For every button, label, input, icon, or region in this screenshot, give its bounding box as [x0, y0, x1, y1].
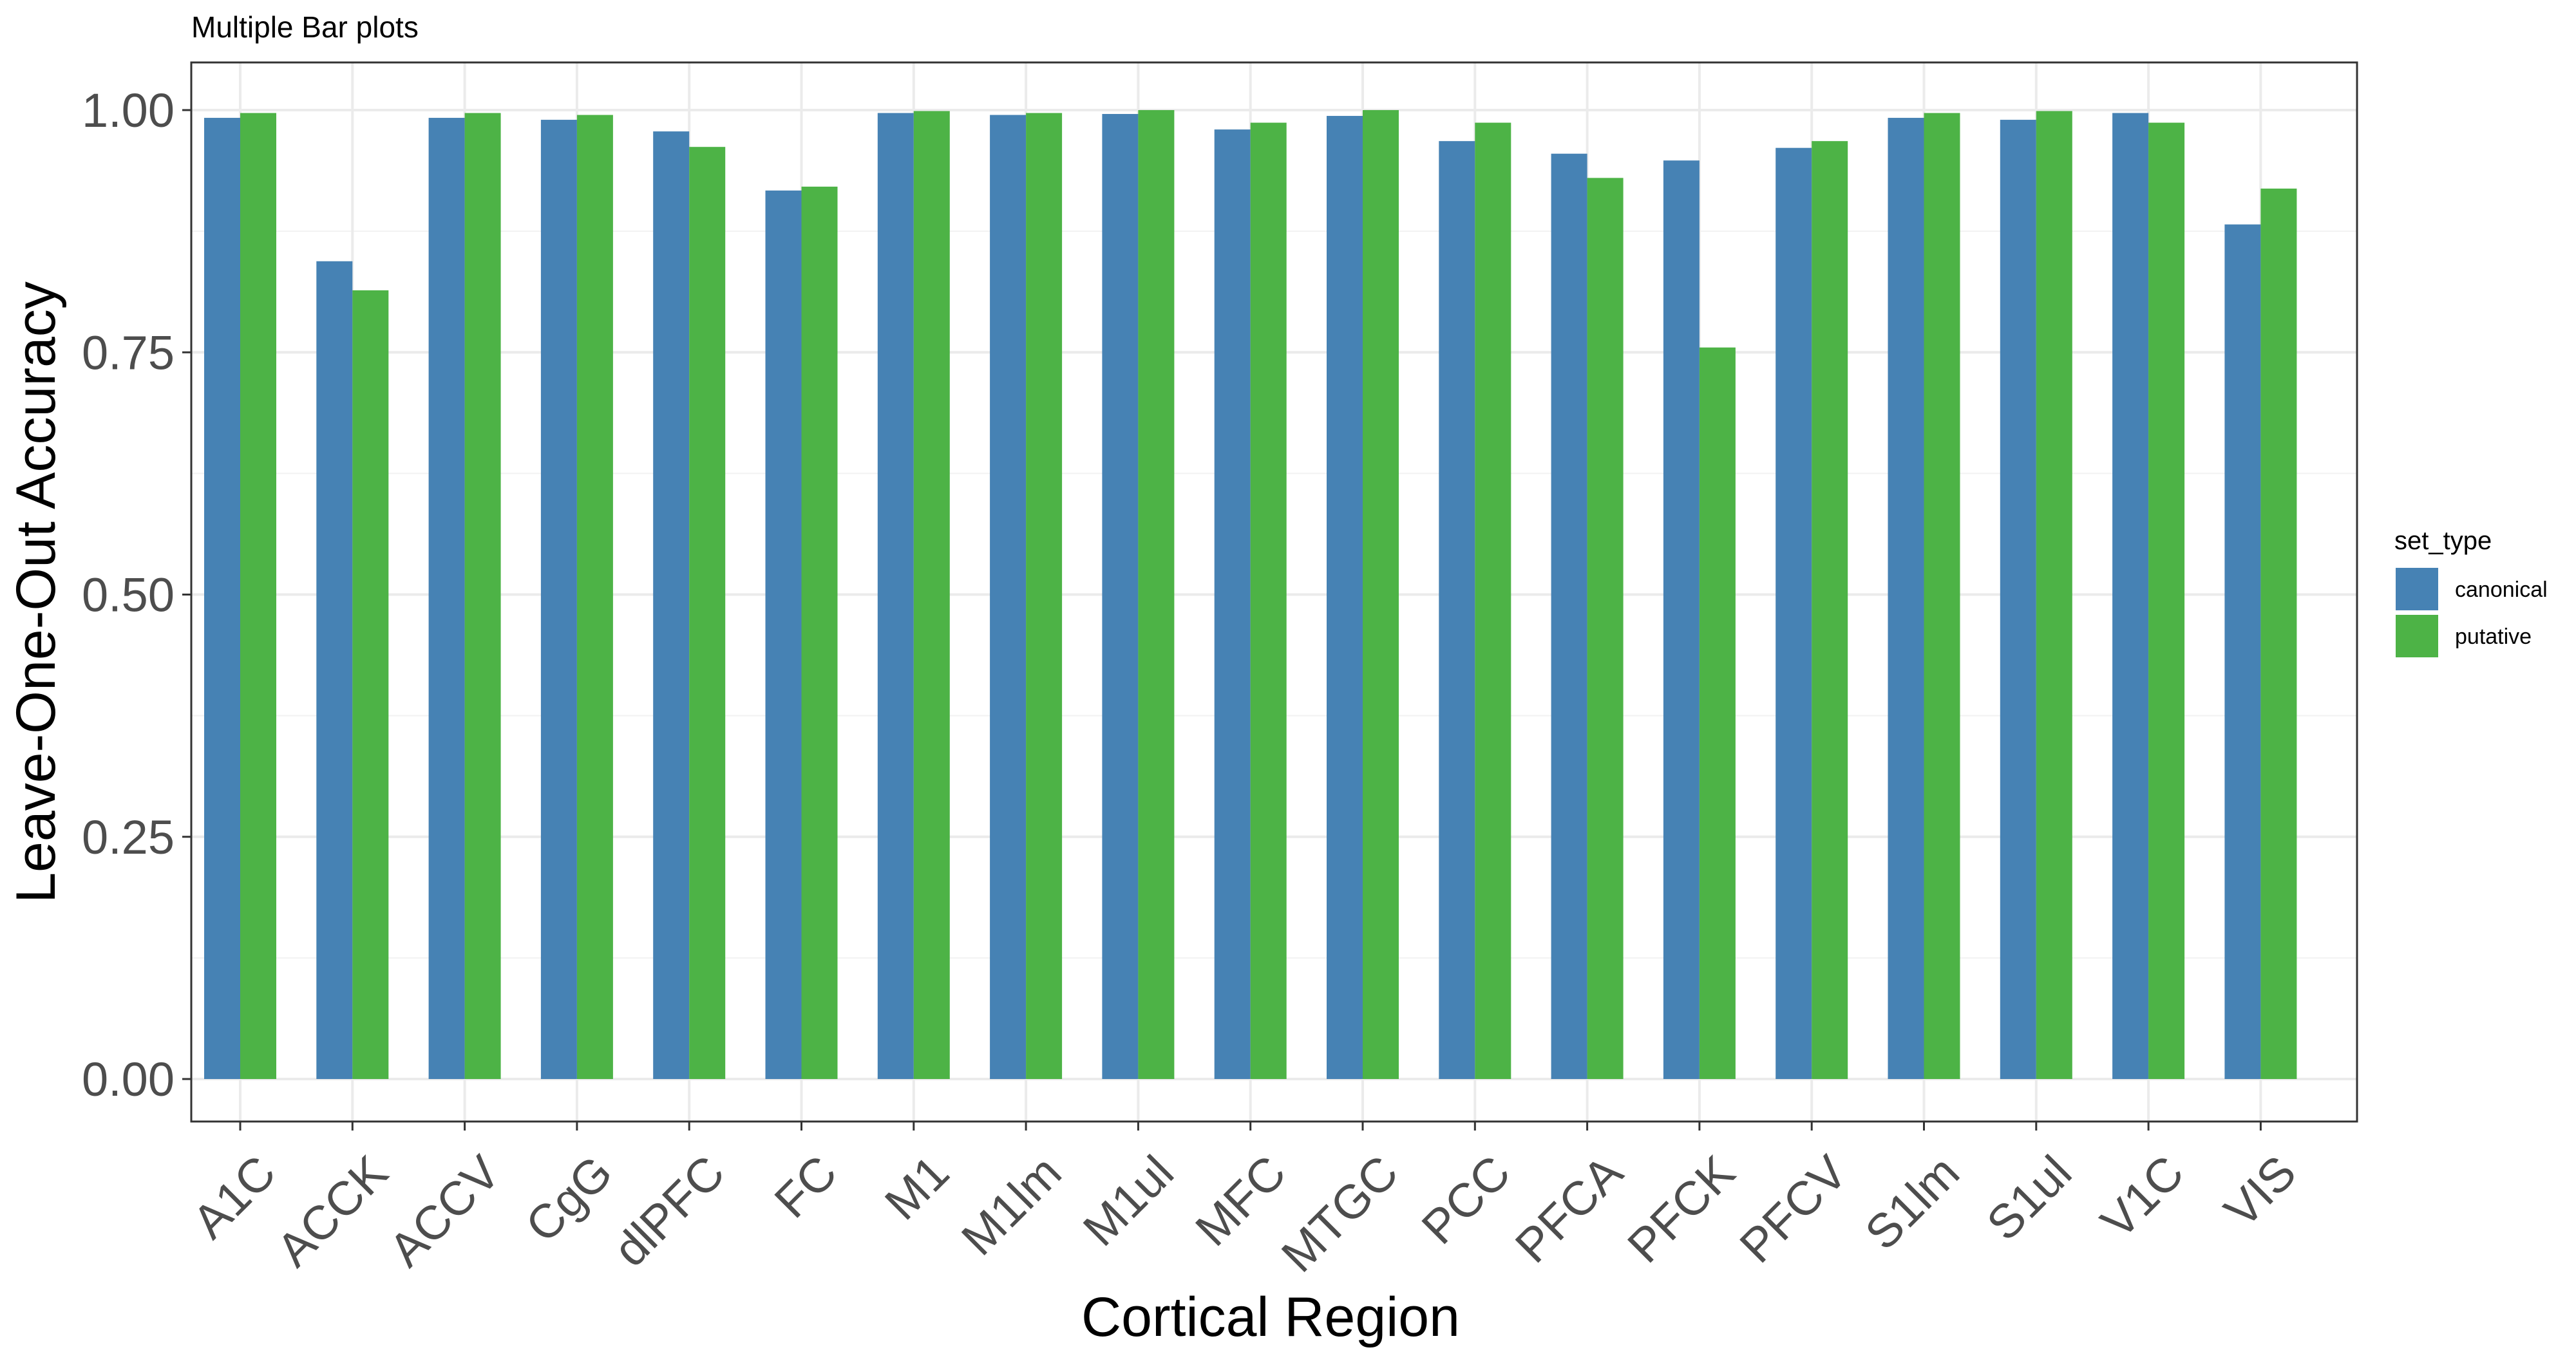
x-tick-label: MTGC	[1271, 1145, 1408, 1282]
chart-title: Multiple Bar plots	[191, 10, 419, 44]
bar-putative-ACCK	[352, 290, 389, 1080]
bar-canonical-FC	[765, 190, 802, 1079]
x-tick-label: M1ul	[1073, 1145, 1184, 1256]
y-axis-title: Leave-One-Out Accuracy	[5, 281, 67, 903]
x-tick-label: VIS	[2214, 1145, 2306, 1237]
bar-putative-PFCK	[1699, 347, 1736, 1079]
bar-putative-ACCV	[464, 113, 501, 1079]
bars	[204, 110, 2297, 1080]
bar-putative-CgG	[576, 115, 613, 1079]
bar-canonical-V1C	[2112, 113, 2149, 1079]
bar-canonical-PCC	[1439, 141, 1475, 1079]
bar-putative-M1lm	[1026, 113, 1063, 1079]
y-tick-label: 0.75	[82, 326, 175, 379]
bar-canonical-ACCV	[428, 118, 465, 1079]
bar-putative-dlPFC	[689, 147, 726, 1080]
x-tick-label: V1C	[2090, 1145, 2193, 1248]
y-axis: 0.00 0.25 0.50 0.75 1.00	[82, 84, 191, 1106]
bar-putative-M1	[913, 111, 950, 1079]
bar-canonical-M1ul	[1102, 114, 1139, 1079]
x-tick-label: ACCV	[379, 1145, 511, 1277]
x-tick-label: PFCA	[1505, 1145, 1633, 1273]
bar-putative-A1C	[240, 113, 276, 1079]
bar-canonical-VIS	[2224, 224, 2261, 1080]
bar-canonical-PFCV	[1776, 147, 1812, 1079]
bar-canonical-M1lm	[990, 115, 1027, 1079]
bar-canonical-dlPFC	[653, 131, 690, 1080]
bar-putative-MTGC	[1363, 110, 1399, 1079]
bar-canonical-PFCK	[1663, 160, 1700, 1079]
x-tick-label: FC	[764, 1145, 847, 1228]
y-tick-label: 0.50	[82, 568, 175, 622]
y-tick-label: 0.25	[82, 811, 175, 864]
x-tick-label: A1C	[182, 1145, 285, 1248]
bar-canonical-M1	[877, 113, 914, 1079]
x-tick-label: M1	[875, 1145, 959, 1230]
bar-canonical-MFC	[1214, 129, 1251, 1080]
bar-putative-S1lm	[1924, 113, 1960, 1079]
bar-canonical-PFCA	[1551, 153, 1587, 1080]
bar-putative-V1C	[2148, 122, 2185, 1080]
bar-putative-PFCV	[1812, 141, 1848, 1079]
legend-label-putative: putative	[2455, 624, 2532, 649]
legend-label-canonical: canonical	[2455, 577, 2548, 602]
x-tick-label: PFCK	[1617, 1145, 1745, 1273]
legend-swatch-canonical	[2396, 568, 2438, 610]
x-tick-label: ACCK	[267, 1145, 398, 1277]
legend-title: set_type	[2394, 527, 2492, 555]
x-tick-label: PFCV	[1730, 1145, 1858, 1273]
bar-putative-M1ul	[1138, 110, 1175, 1079]
bar-putative-MFC	[1250, 122, 1287, 1080]
x-tick-label: M1lm	[951, 1145, 1072, 1266]
x-axis-title: Cortical Region	[1081, 1286, 1460, 1348]
legend-swatch-putative	[2396, 615, 2438, 657]
plot-border	[190, 61, 2358, 1123]
bar-putative-PFCA	[1587, 178, 1624, 1080]
bar-canonical-A1C	[204, 118, 240, 1079]
x-tick-label: S1ul	[1976, 1145, 2081, 1250]
y-tick-label: 1.00	[82, 84, 175, 137]
y-tick-label: 0.00	[82, 1053, 175, 1106]
bar-canonical-S1lm	[1888, 118, 1924, 1079]
bar-canonical-MTGC	[1327, 116, 1363, 1079]
legend: set_type canonical putative	[2394, 527, 2548, 657]
x-tick-label: S1lm	[1855, 1145, 1969, 1260]
bar-putative-PCC	[1475, 122, 1511, 1080]
bar-putative-VIS	[2260, 188, 2297, 1079]
bar-putative-S1ul	[2036, 111, 2072, 1079]
bar-putative-FC	[801, 186, 838, 1079]
x-tick-label: PCC	[1412, 1145, 1520, 1254]
bar-canonical-CgG	[540, 120, 577, 1079]
bar-canonical-ACCK	[316, 261, 353, 1079]
bar-canonical-S1ul	[2000, 120, 2036, 1079]
x-tick-label: dlPFC	[603, 1145, 735, 1277]
